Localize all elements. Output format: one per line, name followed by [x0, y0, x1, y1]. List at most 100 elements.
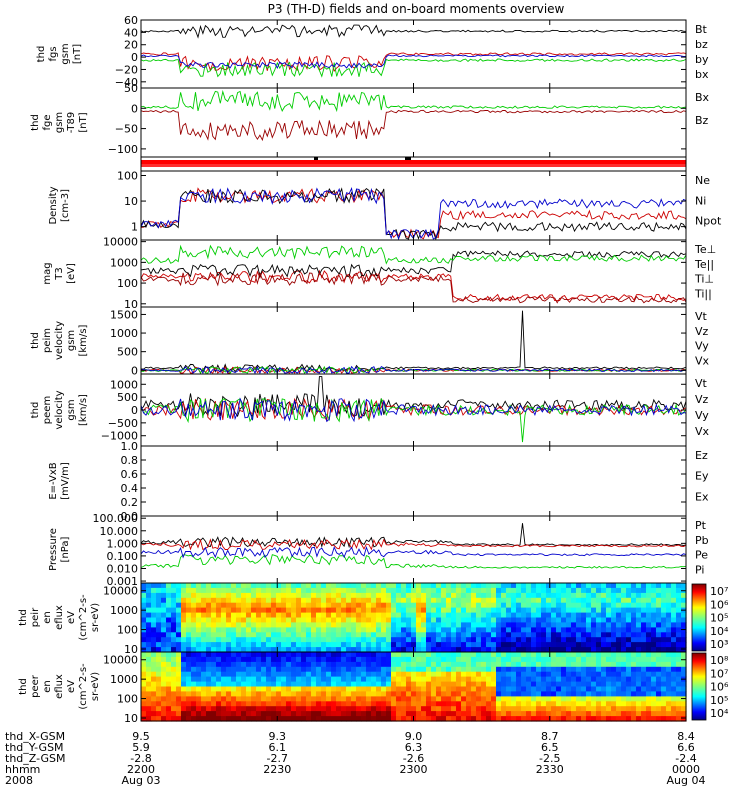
- spectrogram-cell: [241, 647, 247, 653]
- spectrogram-cell: [281, 612, 287, 619]
- spectrogram-cell: [426, 686, 432, 692]
- spectrogram-cell: [286, 583, 292, 589]
- spectrogram-cell: [206, 622, 212, 628]
- spectrogram-cell: [266, 681, 272, 688]
- spectrogram-cell: [331, 587, 337, 594]
- spectrogram-cell: [211, 627, 217, 633]
- footer-value: Aug 03: [122, 774, 161, 787]
- spectrogram-cell: [516, 716, 522, 722]
- spectrogram-cell: [461, 706, 467, 712]
- spectrogram-cell: [186, 676, 192, 683]
- spectrogram-cell: [226, 583, 232, 589]
- spectrogram-cell: [341, 666, 347, 673]
- spectrogram-cell: [551, 661, 557, 668]
- spectrogram-cell: [496, 676, 502, 683]
- spectrogram-cell: [476, 617, 482, 623]
- spectrogram-cell: [241, 691, 247, 697]
- legend-entry: Pe: [695, 549, 708, 562]
- spectrogram-cell: [336, 627, 342, 633]
- spectrogram-cell: [521, 637, 527, 643]
- spectrogram-cell: [616, 661, 622, 668]
- spectrogram-cell: [586, 642, 592, 648]
- spectrogram-cell: [586, 666, 592, 673]
- spectrogram-cell: [671, 602, 677, 609]
- spectrogram-cell: [206, 597, 212, 604]
- spectrogram-cell: [301, 686, 307, 692]
- spectrogram-cell: [236, 597, 242, 604]
- panel-frame: [140, 239, 687, 308]
- spectrogram-cell: [401, 627, 407, 633]
- spectrogram-cell: [561, 587, 567, 594]
- spectrogram-cell: [281, 716, 287, 722]
- spectrogram-cell: [451, 617, 457, 623]
- spectrogram-cell: [586, 587, 592, 594]
- spectrogram-cell: [521, 701, 527, 707]
- spectrogram-cell: [191, 652, 197, 658]
- spectrogram-cell: [326, 661, 332, 668]
- spectrogram-cell: [491, 622, 497, 628]
- spectrogram-cell: [261, 676, 267, 683]
- spectrogram-cell: [321, 681, 327, 688]
- spectrogram-cell: [261, 612, 267, 619]
- spectrogram-cell: [476, 592, 482, 599]
- spectrogram-cell: [436, 681, 442, 688]
- spectrogram-cell: [366, 583, 372, 589]
- spectrogram-cell: [451, 676, 457, 683]
- spectrogram-cell: [356, 612, 362, 619]
- spectrogram-cell: [386, 671, 392, 678]
- spectrogram-cell: [446, 671, 452, 678]
- spectrogram-cell: [316, 602, 322, 609]
- spectrogram-cell: [196, 627, 202, 633]
- spectrogram-cell: [646, 642, 652, 648]
- spectrogram-cell: [526, 607, 532, 614]
- spectrogram-cell: [666, 681, 672, 688]
- spectrogram-cell: [336, 607, 342, 614]
- spectrogram-cell: [261, 681, 267, 688]
- spectrogram-cell: [491, 696, 497, 702]
- spectrogram-cell: [361, 607, 367, 614]
- spectrogram-cell: [241, 711, 247, 717]
- spectrogram-cell: [321, 676, 327, 683]
- spectrogram-cell: [451, 647, 457, 653]
- spectrogram-cell: [541, 691, 547, 697]
- spectrogram-cell: [321, 691, 327, 697]
- spectrogram-cell: [166, 686, 172, 692]
- spectrogram-cell: [501, 583, 507, 589]
- spectrogram-cell: [196, 602, 202, 609]
- spectrogram-cell: [636, 706, 642, 712]
- spectrogram-cell: [676, 686, 682, 692]
- spectrogram-cell: [391, 652, 397, 658]
- spectrogram-cell: [581, 711, 587, 717]
- spectrogram-cell: [611, 632, 617, 638]
- spectrogram-cell: [166, 671, 172, 678]
- footer-row-label: 2008: [5, 774, 33, 787]
- spectrogram-cell: [326, 686, 332, 692]
- spectrogram-cell: [626, 656, 632, 663]
- spectrogram-cell: [191, 592, 197, 599]
- spectrogram-cell: [656, 617, 662, 623]
- legend-entry: bz: [695, 38, 708, 51]
- spectrogram-cell: [511, 597, 517, 604]
- spectrogram-cell: [391, 706, 397, 712]
- spectrogram-cell: [626, 597, 632, 604]
- spectrogram-cell: [541, 637, 547, 643]
- y-tick-label: 10000: [103, 654, 138, 667]
- spectrogram-cell: [656, 632, 662, 638]
- spectrogram-cell: [681, 691, 687, 697]
- spectrogram-cell: [631, 602, 637, 609]
- spectrogram-cell: [671, 627, 677, 633]
- legend-entry: Bz: [695, 114, 709, 127]
- spectrogram-cell: [181, 676, 187, 683]
- spectrogram-cell: [586, 696, 592, 702]
- spectrogram-cell: [346, 637, 352, 643]
- spectrogram-cell: [281, 652, 287, 658]
- spectrogram-cell: [641, 701, 647, 707]
- spectrogram-cell: [496, 652, 502, 658]
- spectrogram-cell: [496, 681, 502, 688]
- spectrogram-cell: [281, 686, 287, 692]
- spectrogram-cell: [366, 587, 372, 594]
- spectrogram-cell: [316, 652, 322, 658]
- spectrogram-cell: [546, 686, 552, 692]
- spectrogram-cell: [521, 587, 527, 594]
